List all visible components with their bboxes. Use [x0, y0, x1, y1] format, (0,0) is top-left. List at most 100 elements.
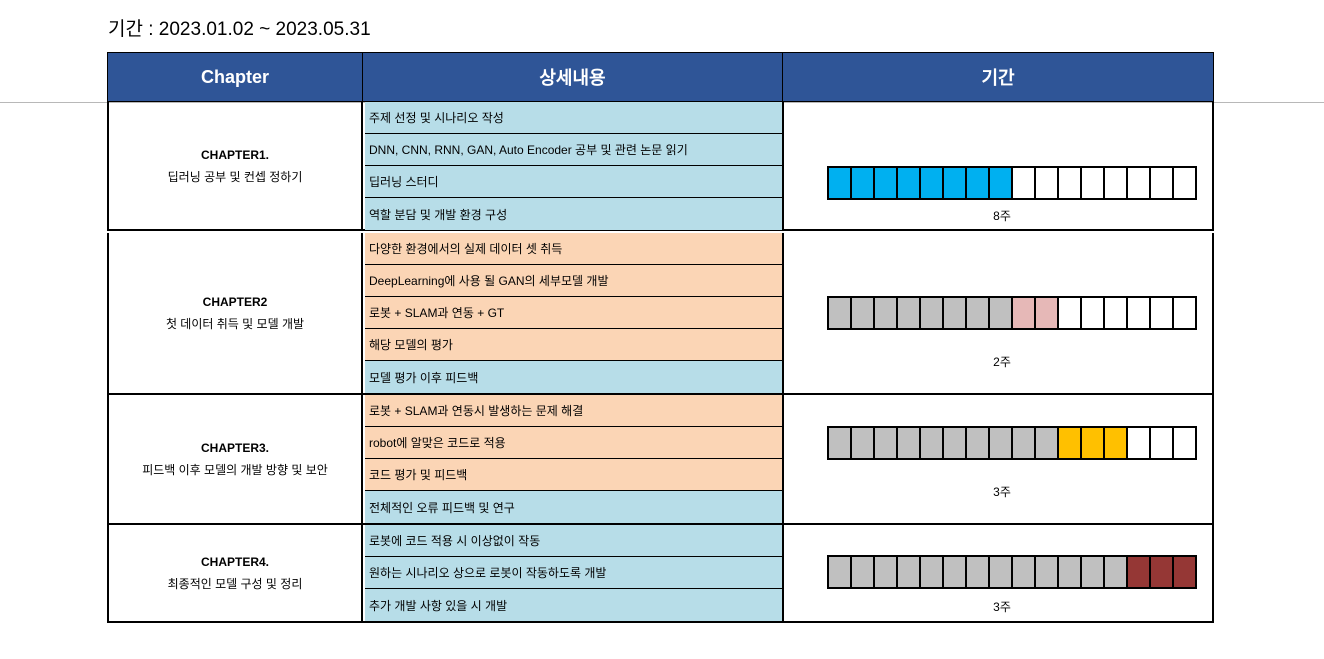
progress-cell: [1174, 428, 1195, 458]
detail-item: 추가 개발 사항 있을 시 개발: [365, 589, 784, 621]
progress-bar: [827, 296, 1197, 330]
progress-cell: [967, 557, 990, 587]
chapter-cell: CHAPTER2 첫 데이터 취득 및 모델 개발: [109, 233, 363, 393]
progress-cell: [967, 298, 990, 328]
progress-cell: [1105, 168, 1128, 198]
progress-cell: [875, 168, 898, 198]
progress-cell: [1036, 557, 1059, 587]
progress-cell: [1174, 168, 1195, 198]
progress-cell: [1036, 168, 1059, 198]
progress-cell: [1013, 298, 1036, 328]
progress-cell: [1151, 428, 1174, 458]
progress-cell: [829, 168, 852, 198]
progress-cell: [1105, 428, 1128, 458]
detail-item: 모델 평가 이후 피드백: [365, 361, 784, 393]
progress-cell: [1059, 557, 1082, 587]
progress-cell: [1059, 168, 1082, 198]
gantt-cell: 2주: [784, 233, 1216, 395]
detail-list: 다양한 환경에서의 실제 데이터 셋 취득 DeepLearning에 사용 될 …: [365, 233, 784, 393]
progress-cell: [1013, 168, 1036, 198]
chapter-title: 피드백 이후 모델의 개발 방향 및 보안: [142, 463, 328, 477]
progress-cell: [1082, 557, 1105, 587]
progress-cell: [898, 428, 921, 458]
progress-cell: [898, 168, 921, 198]
detail-item: 다양한 환경에서의 실제 데이터 셋 취득: [365, 233, 784, 265]
progress-cell: [1174, 557, 1195, 587]
progress-cell: [921, 168, 944, 198]
duration-label: 2주: [993, 355, 1011, 369]
chapter-cell: CHAPTER4. 최종적인 모델 구성 및 정리: [109, 525, 363, 621]
progress-cell: [921, 298, 944, 328]
progress-bar: [827, 166, 1197, 200]
chapter-block: CHAPTER2 첫 데이터 취득 및 모델 개발 다양한 환경에서의 실제 데이터…: [107, 233, 1214, 395]
progress-cell: [990, 557, 1013, 587]
progress-cell: [967, 428, 990, 458]
progress-cell: [875, 428, 898, 458]
progress-cell: [852, 298, 875, 328]
progress-cell: [875, 298, 898, 328]
progress-cell: [852, 557, 875, 587]
chapter-id: CHAPTER1.: [200, 147, 269, 162]
gantt-cell: 8주: [784, 102, 1216, 231]
progress-cell: [1128, 298, 1151, 328]
progress-bar: [827, 426, 1197, 460]
progress-cell: [829, 428, 852, 458]
progress-cell: [1128, 557, 1151, 587]
progress-cell: [1151, 168, 1174, 198]
detail-item: 원하는 시나리오 상으로 로봇이 작동하도록 개발: [365, 557, 784, 589]
chapter-block: CHAPTER3. 피드백 이후 모델의 개발 방향 및 보안 로봇 + SLAM과…: [107, 395, 1214, 525]
progress-cell: [1151, 298, 1174, 328]
progress-cell: [829, 298, 852, 328]
progress-cell: [1059, 298, 1082, 328]
chapter-block: CHAPTER1. 딥러닝 공부 및 컨셉 정하기 주제 선정 및 시나리오 작성 D…: [107, 102, 1214, 231]
progress-cell: [1105, 557, 1128, 587]
progress-cell: [1036, 428, 1059, 458]
progress-cell: [944, 298, 967, 328]
progress-cell: [898, 557, 921, 587]
header-duration: 기간: [783, 52, 1214, 102]
detail-list: 로봇에 코드 적용 시 이상없이 작동 원하는 시나리오 상으로 로봇이 작동하도…: [365, 525, 784, 621]
progress-cell: [875, 557, 898, 587]
period-label: 기간 : 2023.01.02 ~ 2023.05.31: [108, 19, 371, 40]
detail-item: DNN, CNN, RNN, GAN, Auto Encoder 공부 및 관련…: [365, 134, 784, 166]
detail-item: 로봇에 코드 적용 시 이상없이 작동: [365, 525, 784, 557]
detail-item: 로봇 + SLAM과 연동시 발생하는 문제 해결: [365, 395, 784, 427]
chapter-id: CHAPTER4.: [200, 555, 269, 569]
progress-cell: [829, 557, 852, 587]
duration-label: 3주: [993, 485, 1011, 499]
chapter-title: 딥러닝 공부 및 컨셉 정하기: [167, 169, 303, 184]
chapter-title: 최종적인 모델 구성 및 정리: [167, 577, 303, 591]
progress-cell: [944, 557, 967, 587]
detail-item: 코드 평가 및 피드백: [365, 459, 784, 491]
progress-cell: [921, 557, 944, 587]
progress-cell: [1036, 298, 1059, 328]
progress-cell: [1105, 298, 1128, 328]
chapter-id: CHAPTER2: [202, 295, 268, 309]
progress-cell: [1128, 168, 1151, 198]
header-detail: 상세내용: [363, 52, 783, 102]
progress-cell: [1082, 168, 1105, 198]
progress-cell: [1013, 428, 1036, 458]
progress-cell: [852, 168, 875, 198]
progress-cell: [967, 168, 990, 198]
gantt-cell: 3주: [784, 525, 1216, 623]
detail-item: 해당 모델의 평가: [365, 329, 784, 361]
progress-cell: [990, 168, 1013, 198]
chapter-block: CHAPTER4. 최종적인 모델 구성 및 정리 로봇에 코드 적용 시 이상없이…: [107, 525, 1214, 623]
detail-item: robot에 알맞은 코드로 적용: [365, 427, 784, 459]
detail-item: 역할 분담 및 개발 환경 구성: [365, 198, 784, 230]
detail-item: 전체적인 오류 피드백 및 연구: [365, 491, 784, 523]
progress-cell: [1128, 428, 1151, 458]
progress-cell: [898, 298, 921, 328]
progress-cell: [944, 168, 967, 198]
progress-cell: [1013, 557, 1036, 587]
progress-cell: [944, 428, 967, 458]
progress-cell: [1151, 557, 1174, 587]
detail-item: 로봇 + SLAM과 연동 + GT: [365, 297, 784, 329]
chapter-id: CHAPTER3.: [200, 441, 269, 455]
gantt-cell: 3주: [784, 395, 1216, 525]
progress-cell: [990, 298, 1013, 328]
progress-bar: [827, 555, 1197, 589]
progress-cell: [921, 428, 944, 458]
detail-item: 딥러닝 스터디: [365, 166, 784, 198]
